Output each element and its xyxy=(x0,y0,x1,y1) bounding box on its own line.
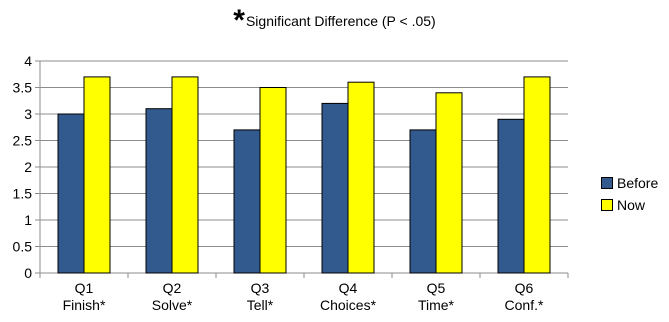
x-category-label: Tell* xyxy=(247,297,274,313)
x-category-label: Conf.* xyxy=(505,297,544,313)
x-category-label: Q6 xyxy=(515,280,534,296)
x-category-label: Q2 xyxy=(163,280,182,296)
legend-item-now: Now xyxy=(601,194,658,216)
bar-before-q2 xyxy=(145,108,173,274)
y-tick-label: 3.5 xyxy=(13,80,33,96)
bar-before-q1 xyxy=(57,113,85,274)
y-tick-label: 0 xyxy=(24,265,32,281)
legend-swatch-now xyxy=(601,199,613,211)
y-tick-label: 1.5 xyxy=(13,186,33,202)
x-category-label: Solve* xyxy=(152,297,193,313)
title-asterisk: * xyxy=(233,4,245,37)
legend-label-now: Now xyxy=(617,197,646,213)
title-text: Significant Difference (P < .05) xyxy=(245,13,436,29)
x-category-label: Q4 xyxy=(339,280,358,296)
legend-label-before: Before xyxy=(617,175,659,191)
chart-title: *Significant Difference (P < .05) xyxy=(0,4,669,38)
x-category-label: Choices* xyxy=(320,297,377,313)
x-category-label: Q5 xyxy=(427,280,446,296)
y-tick-label: 2.5 xyxy=(13,133,33,149)
bar-before-q4 xyxy=(321,102,349,274)
y-tick-label: 3 xyxy=(24,106,32,122)
x-category-label: Time* xyxy=(418,297,455,313)
legend-item-before: Before xyxy=(601,172,658,194)
bar-before-q5 xyxy=(409,129,437,274)
x-category-label: Q1 xyxy=(75,280,94,296)
chart-legend: Before Now xyxy=(601,172,658,216)
bar-now-q2 xyxy=(171,76,199,274)
x-category-label: Finish* xyxy=(63,297,106,313)
x-category-label: Q3 xyxy=(251,280,270,296)
bar-before-q3 xyxy=(233,129,261,274)
bar-now-q6 xyxy=(523,76,551,274)
y-tick-label: 4 xyxy=(24,53,32,69)
legend-swatch-before xyxy=(601,177,613,189)
bar-now-q4 xyxy=(347,81,375,274)
bar-now-q3 xyxy=(259,87,287,274)
bar-now-q5 xyxy=(435,92,463,274)
y-tick-label: 0.5 xyxy=(13,239,33,255)
bar-before-q6 xyxy=(497,118,525,274)
bar-now-q1 xyxy=(83,76,111,274)
y-tick-label: 2 xyxy=(24,159,32,175)
y-tick-label: 1 xyxy=(24,212,32,228)
